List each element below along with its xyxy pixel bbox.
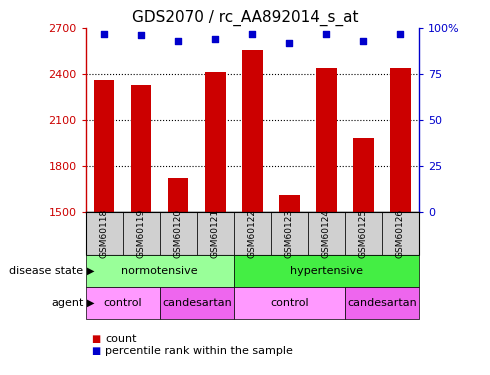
Text: GSM60118: GSM60118 — [100, 209, 109, 258]
Text: hypertensive: hypertensive — [290, 266, 363, 276]
Text: ■: ■ — [91, 346, 100, 355]
Point — [360, 38, 368, 44]
Bar — [131, 85, 151, 212]
Bar — [205, 72, 225, 212]
Text: control: control — [103, 298, 142, 308]
Text: GSM60124: GSM60124 — [322, 209, 331, 258]
Point — [137, 33, 145, 39]
Bar — [390, 68, 411, 212]
Text: agent: agent — [51, 298, 83, 308]
Point — [100, 31, 108, 37]
Text: percentile rank within the sample: percentile rank within the sample — [105, 346, 293, 355]
Text: GSM60120: GSM60120 — [174, 209, 183, 258]
Text: GSM60121: GSM60121 — [211, 209, 220, 258]
Text: ▶: ▶ — [87, 298, 94, 308]
Point — [286, 40, 294, 46]
Text: GSM60123: GSM60123 — [285, 209, 294, 258]
Text: GSM60119: GSM60119 — [137, 209, 146, 258]
Point — [396, 31, 404, 37]
Text: normotensive: normotensive — [122, 266, 198, 276]
Text: ■: ■ — [91, 334, 100, 344]
Text: candesartan: candesartan — [347, 298, 417, 308]
Bar — [279, 195, 299, 212]
Point — [322, 31, 330, 37]
Point — [174, 38, 182, 44]
Bar — [94, 80, 115, 212]
Bar — [316, 68, 337, 212]
Text: GSM60122: GSM60122 — [248, 209, 257, 258]
Point — [248, 31, 256, 37]
Text: GDS2070 / rc_AA892014_s_at: GDS2070 / rc_AA892014_s_at — [132, 9, 358, 26]
Text: control: control — [270, 298, 309, 308]
Bar — [242, 50, 263, 212]
Text: GSM60125: GSM60125 — [359, 209, 368, 258]
Text: candesartan: candesartan — [162, 298, 232, 308]
Text: GSM60126: GSM60126 — [396, 209, 405, 258]
Text: disease state: disease state — [9, 266, 83, 276]
Point — [211, 36, 219, 42]
Text: ▶: ▶ — [87, 266, 94, 276]
Text: count: count — [105, 334, 137, 344]
Bar — [168, 178, 189, 212]
Bar — [353, 138, 373, 212]
